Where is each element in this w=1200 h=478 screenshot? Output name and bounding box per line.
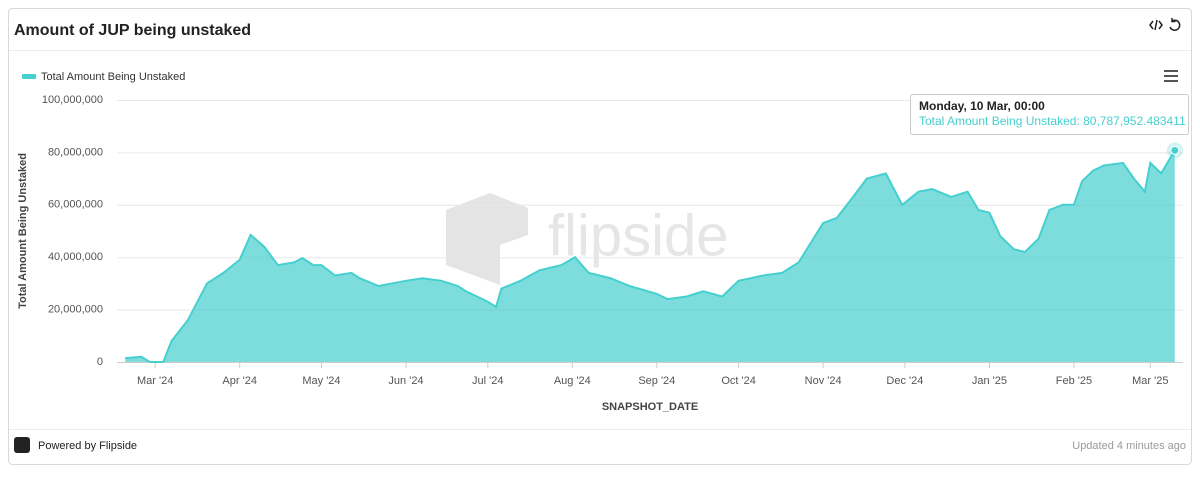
tooltip-title: Monday, 10 Mar, 00:00 <box>919 99 1045 113</box>
watermark-logo <box>446 193 528 285</box>
legend-swatch <box>22 74 36 79</box>
plot: 0 20,000,000 40,000,000 60,000,000 80,000,00… <box>17 71 1189 413</box>
powered-by: Powered by Flipside <box>38 440 137 452</box>
widget-title: Amount of JUP being unstaked <box>14 22 251 39</box>
y-tick-label: 60,000,000 <box>48 199 103 211</box>
x-tick-label: Nov '24 <box>805 375 842 387</box>
x-tick-label: Sep '24 <box>638 375 675 387</box>
y-axis-title: Total Amount Being Unstaked <box>17 153 29 309</box>
area-line <box>125 149 1176 363</box>
area-fill <box>125 150 1175 362</box>
x-tick-label: Jan '25 <box>972 375 1007 387</box>
x-tick-label: Dec '24 <box>886 375 923 387</box>
x-axis-title: SNAPSHOT_DATE <box>602 401 698 413</box>
y-tick-label: 0 <box>97 356 103 368</box>
x-tick-label: Jul '24 <box>472 375 503 387</box>
refresh-icon[interactable] <box>1169 18 1181 31</box>
embed-icon[interactable] <box>1149 19 1163 31</box>
footer-logo <box>14 437 30 453</box>
x-tick-label: Apr '24 <box>222 375 257 387</box>
x-tick-label: Aug '24 <box>554 375 591 387</box>
x-tick-label: Mar '25 <box>1132 375 1168 387</box>
hover-point <box>1170 145 1180 155</box>
x-tick-label: Mar '24 <box>137 375 173 387</box>
menu-icon[interactable] <box>1164 70 1178 82</box>
y-tick-label: 100,000,000 <box>42 94 103 106</box>
updated-time: Updated 4 minutes ago <box>1072 440 1186 452</box>
tooltip-box <box>910 94 1189 135</box>
y-tick-label: 20,000,000 <box>48 304 103 316</box>
tooltip-text: Total Amount Being Unstaked: 80,787,952.… <box>919 114 1186 128</box>
x-tick-label: Oct '24 <box>721 375 756 387</box>
y-tick-label: 80,000,000 <box>48 146 103 158</box>
y-tick-label: 40,000,000 <box>48 251 103 263</box>
x-tick-label: May '24 <box>302 375 340 387</box>
legend-label: Total Amount Being Unstaked <box>41 71 185 83</box>
x-tick-label: Jun '24 <box>388 375 423 387</box>
x-tick-label: Feb '25 <box>1056 375 1092 387</box>
